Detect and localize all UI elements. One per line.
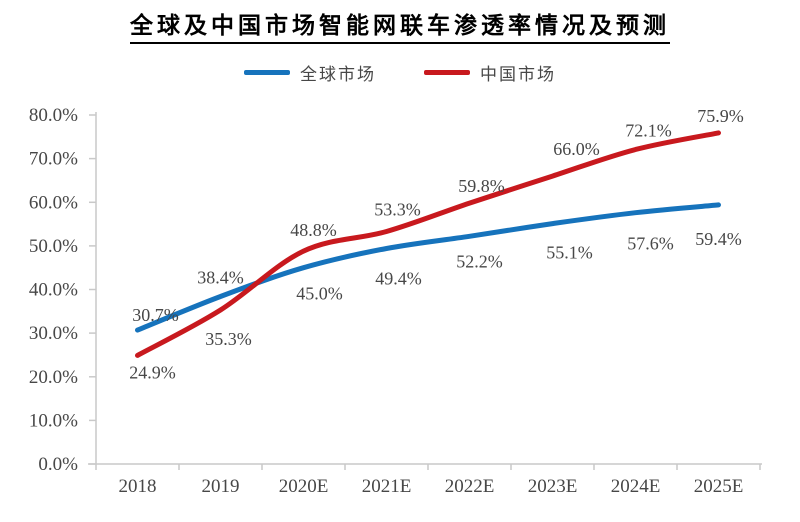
- x-tick-label: 2019: [202, 476, 240, 497]
- legend-label-global: 全球市场: [300, 65, 376, 84]
- legend-item-china: 中国市场: [424, 60, 556, 85]
- x-tick-label: 2025E: [694, 476, 744, 497]
- legend-item-global: 全球市场: [244, 60, 376, 85]
- chart-title: 全球及中国市场智能网联车渗透率情况及预测: [130, 6, 670, 44]
- data-label-series-1: 72.1%: [625, 121, 672, 141]
- data-label-series-1: 75.9%: [697, 106, 744, 126]
- x-tick-label: 2020E: [279, 476, 329, 497]
- data-label-series-0: 55.1%: [546, 243, 593, 263]
- y-tick-label: 60.0%: [29, 192, 78, 213]
- legend-label-china: 中国市场: [480, 65, 556, 84]
- series-line-1: [135, 130, 721, 358]
- chart-legend: 全球市场 中国市场: [0, 60, 800, 85]
- data-label-series-1: 24.9%: [129, 362, 176, 382]
- data-label-series-1: 48.8%: [290, 220, 337, 240]
- data-label-series-0: 52.2%: [456, 251, 503, 271]
- data-label-series-0: 38.4%: [197, 268, 244, 288]
- series-line-0: [135, 202, 721, 333]
- x-tick-label: 2022E: [445, 476, 495, 497]
- data-label-series-1: 53.3%: [374, 200, 421, 220]
- x-tick-label: 2021E: [362, 476, 412, 497]
- y-tick-label: 10.0%: [29, 410, 78, 431]
- y-tick-label: 20.0%: [29, 367, 78, 388]
- title-wrap: 全球及中国市场智能网联车渗透率情况及预测: [0, 6, 800, 44]
- legend-line-swatch-global: [244, 70, 290, 75]
- y-tick-label: 30.0%: [29, 323, 78, 344]
- y-tick-label: 50.0%: [29, 236, 78, 257]
- data-label-series-0: 59.4%: [695, 229, 742, 249]
- y-tick-label: 70.0%: [29, 149, 78, 170]
- data-label-series-0: 45.0%: [296, 284, 343, 304]
- y-tick-label: 0.0%: [38, 454, 78, 475]
- data-label-series-1: 35.3%: [205, 329, 252, 349]
- legend-line-swatch-china: [424, 70, 470, 75]
- data-label-series-0: 57.6%: [627, 234, 674, 254]
- x-tick-label: 2024E: [611, 476, 661, 497]
- y-tick-label: 40.0%: [29, 280, 78, 301]
- data-label-series-1: 59.8%: [458, 176, 505, 196]
- x-tick-label: 2023E: [528, 476, 578, 497]
- data-label-series-0: 49.4%: [375, 269, 422, 289]
- x-tick-label: 2018: [119, 476, 157, 497]
- data-label-series-1: 66.0%: [553, 139, 600, 159]
- y-tick-label: 80.0%: [29, 105, 78, 126]
- data-label-series-0: 30.7%: [132, 305, 179, 325]
